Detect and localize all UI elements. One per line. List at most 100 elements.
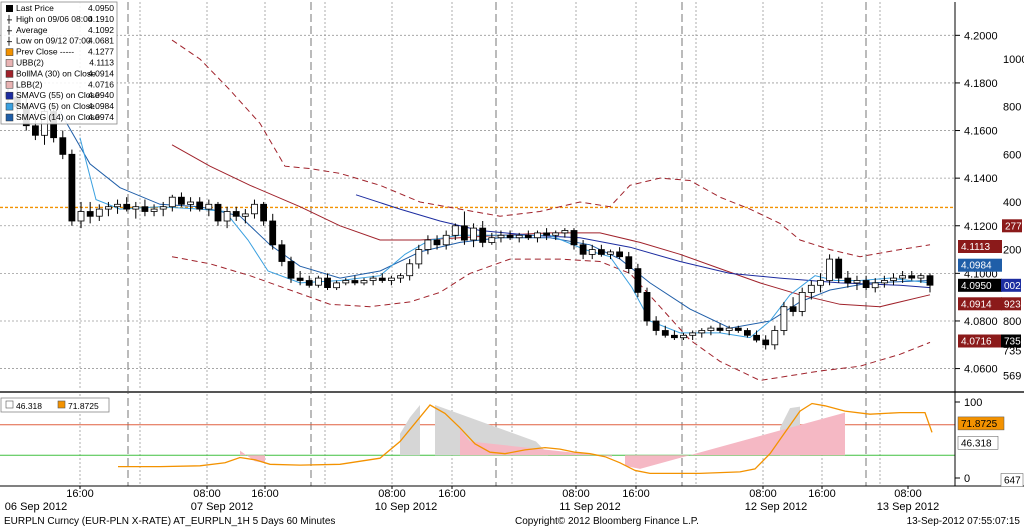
rsi-tag <box>1000 473 1024 487</box>
candle <box>908 270 916 281</box>
legend-value: 4.1277 <box>88 47 114 57</box>
legend-swatch <box>5 91 14 100</box>
legend-label: Prev Close ----- <box>16 47 74 57</box>
candle <box>725 325 733 336</box>
price-tag <box>958 334 1002 348</box>
candle-body <box>68 153 76 222</box>
rsi-fill <box>625 412 845 469</box>
timestamp-label: 13-Sep-2012 07:55:07:15 <box>907 516 1021 527</box>
candle <box>351 275 359 286</box>
candle-body <box>844 277 852 284</box>
candle-body <box>908 275 916 279</box>
candle-body <box>296 277 304 281</box>
rsi-legend-swatch <box>5 400 14 409</box>
candle-body <box>762 339 770 346</box>
legend-swatch <box>5 113 14 122</box>
candle <box>716 323 724 333</box>
candle-body <box>214 203 222 222</box>
y-tick-label: 4.1200 <box>964 221 998 233</box>
candle <box>488 232 496 245</box>
rsi-legend: 46.318 71.8725 <box>0 397 110 413</box>
x-tick-label: 16:00 <box>251 488 279 500</box>
candle-body <box>433 239 441 246</box>
x-tick-label: 08:00 <box>193 488 221 500</box>
price-tag <box>1001 334 1021 348</box>
candle-body <box>798 291 806 312</box>
price-tag-label: 277 <box>1005 221 1022 232</box>
candle-body <box>342 280 350 284</box>
price-tag-label: 4.1113 <box>961 242 991 253</box>
legend-value: 4.1910 <box>88 14 114 24</box>
candle <box>835 256 843 283</box>
candle <box>159 201 167 217</box>
price-tag <box>958 240 1002 253</box>
candle <box>296 270 304 286</box>
candle-body <box>689 332 697 336</box>
secondary-tick-label: 400 <box>1003 197 1021 209</box>
secondary-tick-label: 1000 <box>1003 54 1024 66</box>
candle <box>196 197 204 212</box>
candle <box>433 235 441 250</box>
candle <box>442 230 450 250</box>
rsi-fill <box>460 429 612 457</box>
candle <box>671 330 678 341</box>
x-date-label: 10 Sep 2012 <box>375 501 437 513</box>
candle-body <box>926 275 934 286</box>
footer: EURPLN Curncy (EUR-PLN X-RATE) AT_EURPLN… <box>4 516 1020 527</box>
candle-body <box>707 327 715 331</box>
legend-swatch <box>5 81 14 89</box>
candle-body <box>77 211 85 222</box>
candle <box>278 240 286 267</box>
rsi-tag-label: 71.8725 <box>961 419 998 430</box>
candle-body <box>634 268 642 293</box>
candle <box>853 275 861 291</box>
candle-body <box>442 234 450 246</box>
candle-body <box>725 327 733 331</box>
legend-label: Last Price <box>16 3 54 13</box>
candle-body <box>524 234 532 239</box>
candle-body <box>333 282 341 289</box>
candle <box>314 275 322 288</box>
candle-body <box>205 203 213 210</box>
rsi-tick-label: 100 <box>964 397 982 409</box>
candle-body <box>351 280 359 284</box>
candle <box>406 259 414 281</box>
candle <box>214 201 222 226</box>
candle-body <box>643 291 651 322</box>
candle-body <box>415 249 423 265</box>
secondary-tick-label: 800 <box>1003 316 1021 328</box>
rsi-line <box>118 402 933 475</box>
candle <box>305 275 313 288</box>
candle-body <box>698 330 706 334</box>
candle-body <box>552 232 560 236</box>
candle-body <box>598 249 605 255</box>
candle-body <box>871 282 879 289</box>
candle-body <box>314 277 322 286</box>
x-date-label: 13 Sep 2012 <box>877 501 939 513</box>
rsi-tag <box>957 416 1005 431</box>
candle <box>415 244 423 269</box>
candle <box>881 275 888 288</box>
candle-body <box>241 213 249 217</box>
candle <box>561 228 569 238</box>
secondary-tick-label: 200 <box>1003 245 1021 257</box>
candle <box>862 275 870 291</box>
candle-body <box>853 280 861 284</box>
candle <box>625 251 633 274</box>
candle <box>369 275 377 286</box>
price-tags: 277 4.1113 4.0984 4.0950 002 4.0914 923 4.0716 7… <box>957 219 1024 487</box>
candle <box>515 232 523 243</box>
legend-swatch <box>5 102 14 111</box>
rsi-legend-box <box>0 397 110 413</box>
candle-body <box>488 237 496 243</box>
legend-label: BollMA (30) on Close <box>16 68 96 78</box>
secondary-tick-label: 600 <box>1003 149 1021 161</box>
candle-body <box>625 256 633 270</box>
candle-body <box>260 203 268 222</box>
rsi-tag-label: 46.318 <box>961 438 992 449</box>
candle-body <box>251 203 258 215</box>
candle <box>241 209 249 224</box>
rsi-tag <box>957 436 999 450</box>
legend-value: 4.0984 <box>88 101 114 111</box>
candle <box>543 228 550 241</box>
